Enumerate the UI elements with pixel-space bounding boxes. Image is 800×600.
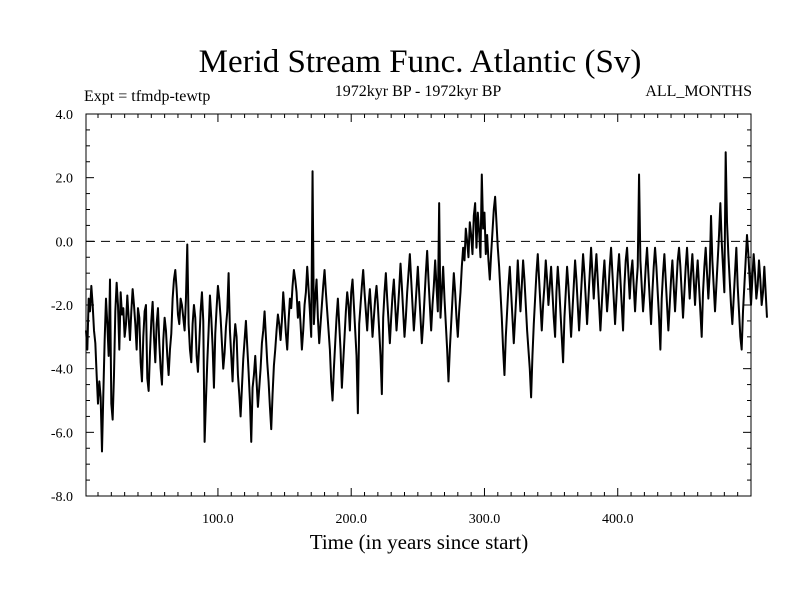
- x-tick-label: 400.0: [602, 512, 634, 527]
- x-tick-label: 200.0: [335, 512, 367, 527]
- x-tick-labels: 100.0 200.0 300.0 400.0: [202, 512, 633, 527]
- y-tick-label: -4.0: [51, 363, 73, 378]
- y-tick-label: 2.0: [56, 172, 74, 187]
- stream-function-series-line: [85, 151, 768, 453]
- y-tick-label: 4.0: [56, 108, 74, 123]
- y-tick-labels: 4.0 2.0 0.0 -2.0 -4.0 -6.0 -8.0: [51, 108, 73, 505]
- x-tick-label: 100.0: [202, 512, 234, 527]
- y-tick-label: 0.0: [56, 235, 74, 250]
- y-tick-label: -2.0: [51, 299, 73, 314]
- period-label: 1972kyr BP - 1972kyr BP: [335, 83, 502, 100]
- experiment-label: Expt = tfmdp-tewtp: [84, 88, 210, 105]
- y-tick-label: -8.0: [51, 490, 73, 505]
- x-axis-label: Time (in years since start): [310, 530, 529, 554]
- season-label: ALL_MONTHS: [645, 83, 752, 100]
- y-tick-label: -6.0: [51, 426, 73, 441]
- x-tick-label: 300.0: [469, 512, 501, 527]
- chart-title: Merid Stream Func. Atlantic (Sv): [199, 44, 642, 80]
- tick-marks: [86, 113, 752, 497]
